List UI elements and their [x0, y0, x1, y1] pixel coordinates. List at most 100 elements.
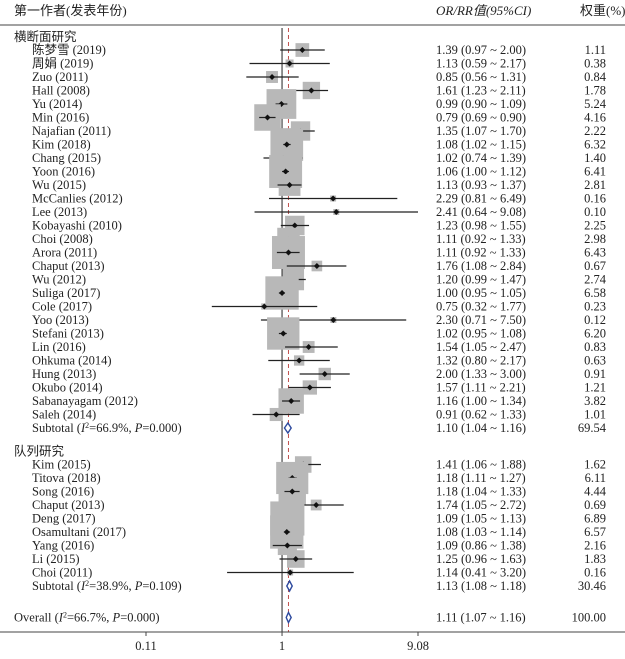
axis-tick-label: 0.11 — [135, 639, 156, 653]
study-label: Chaput (2013) — [32, 259, 105, 273]
study-label: Titova (2018) — [32, 471, 101, 485]
study-weight-text: 0.16 — [584, 566, 606, 580]
study-ci-text: 1.08 (1.02 ~ 1.15) — [436, 138, 526, 152]
study-label: Ohkuma (2014) — [32, 354, 112, 368]
study-weight-text: 2.25 — [584, 219, 606, 233]
subtotal-label-part: Subtotal ( — [32, 579, 81, 593]
study-weight-text: 1.62 — [584, 458, 606, 472]
study-weight-text: 0.38 — [584, 57, 606, 71]
overall-label-part: 2 — [63, 610, 67, 619]
study-ci-text: 1.16 (1.00 ~ 1.34) — [436, 394, 526, 408]
study-ci-text: 1.00 (0.95 ~ 1.05) — [436, 286, 526, 300]
study-label: Hall (2008) — [32, 84, 90, 98]
study-label: Suliga (2017) — [32, 286, 100, 300]
study-label: Lee (2013) — [32, 205, 87, 219]
study-ci-text: 1.13 (0.93 ~ 1.37) — [436, 178, 526, 192]
subtotal-label-part: 2 — [85, 579, 89, 588]
study-label: McCanlies (2012) — [32, 192, 123, 206]
study-weight-text: 1.78 — [584, 84, 606, 98]
subtotal-label: Subtotal (I2=66.9%, P=0.000) — [32, 421, 182, 436]
point-estimate — [330, 195, 337, 202]
study-weight-text: 1.83 — [584, 552, 606, 566]
study-ci-text: 1.02 (0.95 ~ 1.08) — [436, 327, 526, 341]
study-ci-text: 1.09 (1.05 ~ 1.13) — [436, 512, 526, 526]
point-estimate — [305, 344, 312, 350]
point-estimate — [313, 502, 320, 508]
study-ci-text: 2.30 (0.71 ~ 7.50) — [436, 313, 526, 327]
study-label: Kobayashi (2010) — [32, 219, 122, 233]
point-estimate — [269, 74, 276, 80]
study-ci-text: 2.00 (1.33 ~ 3.00) — [436, 367, 526, 381]
subtotal-weight-text: 30.46 — [578, 579, 606, 593]
study-weight-text: 6.58 — [584, 286, 606, 300]
study-ci-text: 0.91 (0.62 ~ 1.33) — [436, 408, 526, 422]
study-label: Choi (2011) — [32, 566, 92, 580]
study-ci-text: 1.11 (0.92 ~ 1.33) — [436, 232, 526, 246]
subtotal-label-part: 2 — [85, 421, 89, 430]
point-estimate — [282, 168, 289, 175]
point-estimate — [296, 357, 303, 364]
study-weight-text: 2.22 — [584, 124, 606, 138]
study-weight-text: 6.41 — [584, 165, 606, 179]
study-weight-text: 1.01 — [584, 408, 606, 422]
study-weight-text: 3.82 — [584, 394, 606, 408]
study-ci-text: 1.35 (1.07 ~ 1.70) — [436, 124, 526, 138]
overall-label: Overall (I2=66.7%, P=0.000) — [14, 610, 160, 625]
point-estimate — [292, 556, 299, 562]
point-estimate — [308, 87, 315, 94]
point-estimate — [288, 398, 295, 404]
study-weight-text: 2.74 — [584, 273, 607, 287]
header-study: 第一作者(发表年份) — [14, 3, 127, 18]
subtotal-diamond — [285, 579, 294, 593]
study-label: Yu (2014) — [32, 97, 82, 111]
group-label: 横断面研究 — [14, 29, 77, 44]
study-label: 陈梦雪 (2019) — [32, 42, 106, 57]
subtotal-label-part: =0.000) — [142, 421, 181, 435]
study-label: Song (2016) — [32, 485, 94, 499]
study-label: Cole (2017) — [32, 300, 92, 314]
study-ci-text: 1.09 (0.86 ~ 1.38) — [436, 539, 526, 553]
study-ci-text: 1.20 (0.99 ~ 1.47) — [436, 273, 526, 287]
study-label: Okubo (2014) — [32, 381, 102, 395]
point-estimate — [285, 249, 292, 256]
study-ci-text: 1.06 (1.00 ~ 1.12) — [436, 165, 526, 179]
study-label: Yoon (2016) — [32, 165, 95, 179]
point-estimate — [280, 330, 287, 337]
study-weight-text: 0.67 — [584, 259, 606, 273]
axis-tick-label: 1 — [279, 639, 285, 653]
study-label: Sabanayagam (2012) — [32, 394, 138, 408]
study-label: 周娟 (2019) — [32, 57, 93, 71]
study-ci-text: 1.08 (1.03 ~ 1.14) — [436, 525, 526, 539]
study-ci-text: 1.13 (0.59 ~ 2.17) — [436, 57, 526, 71]
study-weight-text: 6.32 — [584, 138, 606, 152]
study-ci-text: 1.23 (0.98 ~ 1.55) — [436, 219, 526, 233]
study-ci-text: 0.79 (0.69 ~ 0.90) — [436, 111, 526, 125]
study-weight-text: 6.43 — [584, 246, 606, 260]
study-weight-text: 0.91 — [584, 367, 606, 381]
subtotal-label-part: I — [80, 421, 86, 435]
point-estimate — [264, 114, 271, 121]
study-label: Zuo (2011) — [32, 70, 88, 84]
subtotal-label-part: I — [80, 579, 86, 593]
study-weight-text: 6.11 — [585, 471, 606, 485]
study-weight-text: 0.23 — [584, 300, 606, 314]
subtotal-ci-text: 1.10 (1.04 ~ 1.16) — [436, 421, 526, 435]
study-weight-text: 0.84 — [584, 70, 607, 84]
point-estimate — [286, 182, 293, 188]
subtotal-label-part: P — [134, 579, 143, 593]
subtotal-label-part: =0.109) — [142, 579, 181, 593]
study-ci-text: 1.18 (1.04 ~ 1.33) — [436, 485, 526, 499]
study-ci-text: 1.32 (0.80 ~ 2.17) — [436, 354, 526, 368]
study-ci-text: 1.14 (0.41 ~ 3.20) — [436, 566, 526, 580]
study-weight-text: 0.83 — [584, 340, 606, 354]
point-estimate — [306, 384, 313, 391]
study-weight-text: 0.16 — [584, 192, 606, 206]
study-ci-text: 1.61 (1.23 ~ 2.11) — [436, 84, 526, 98]
study-label: Saleh (2014) — [32, 408, 96, 422]
study-label: Najafian (2011) — [32, 124, 111, 138]
study-weight-text: 0.63 — [584, 354, 606, 368]
overall-ci-text: 1.11 (1.07 ~ 1.16) — [436, 611, 526, 625]
study-label: Chang (2015) — [32, 151, 101, 165]
header-estimate: OR/RR值(95%CI) — [436, 3, 531, 18]
